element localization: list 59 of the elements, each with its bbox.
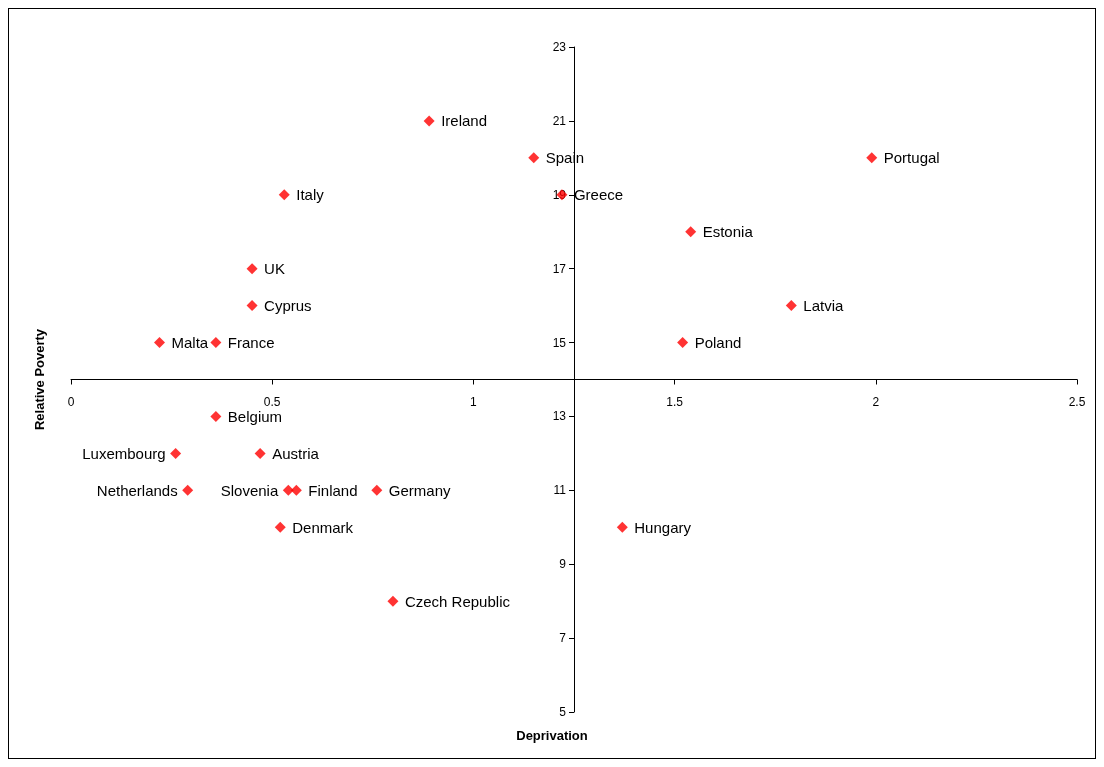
point [170, 447, 182, 459]
y-tick-label: 13 [552, 409, 567, 424]
annotation: Czech Republic [404, 592, 511, 610]
point [282, 484, 294, 496]
annotation: Luxembourg [82, 444, 166, 462]
point [371, 484, 383, 496]
annotation: Greece [573, 186, 624, 204]
point [210, 410, 222, 422]
annotation: France [227, 334, 275, 352]
annotation: Austria [272, 444, 320, 462]
annotation: Latvia [803, 297, 844, 315]
y-tick-label: 5 [559, 705, 567, 719]
point [154, 337, 166, 349]
point [677, 337, 689, 349]
annotation: Denmark [292, 518, 354, 536]
annotation: Estonia [702, 223, 754, 241]
point [866, 152, 878, 164]
annotation: Italy [296, 186, 325, 204]
annotation: Ireland [441, 112, 488, 130]
point [274, 521, 286, 533]
point [785, 300, 797, 312]
point [246, 263, 258, 275]
y-axis-title: Relative Poverty [31, 328, 47, 431]
annotation: Cyprus [264, 297, 312, 315]
point [210, 337, 222, 349]
point [254, 447, 266, 459]
y-tick-label: 21 [552, 113, 567, 128]
annotation: Finland [308, 481, 358, 499]
y-tick-label: 7 [559, 631, 567, 646]
x-axis-title: Deprivation [516, 728, 588, 743]
x-tick-label: 1.5 [666, 394, 684, 409]
y-tick-label: 15 [552, 335, 567, 350]
annotation: Germany [388, 481, 452, 499]
point [290, 484, 302, 496]
point [423, 115, 435, 127]
point [246, 300, 258, 312]
point [278, 189, 290, 201]
point [387, 595, 399, 607]
x-tick-label: 1 [470, 394, 478, 409]
annotation: Portugal [883, 149, 940, 167]
point [528, 152, 540, 164]
x-tick-label: 2 [872, 394, 880, 409]
annotation: Netherlands [96, 481, 178, 499]
annotation: Poland [694, 334, 742, 352]
annotation: UK [264, 260, 285, 278]
y-tick-label: 9 [559, 557, 567, 572]
annotation: Hungary [634, 518, 692, 536]
annotation: Malta [171, 334, 209, 352]
annotation: Slovenia [220, 481, 279, 499]
y-tick-label: 23 [552, 40, 567, 54]
x-tick-label: 0.5 [263, 394, 281, 409]
point [182, 484, 194, 496]
y-tick-label: 11 [553, 483, 567, 498]
x-tick-label: 0 [67, 394, 75, 409]
y-tick-label: 17 [552, 261, 567, 276]
annotation: Belgium [227, 407, 283, 425]
x-tick-label: 2.5 [1068, 394, 1086, 409]
point [616, 521, 628, 533]
point [685, 226, 697, 238]
